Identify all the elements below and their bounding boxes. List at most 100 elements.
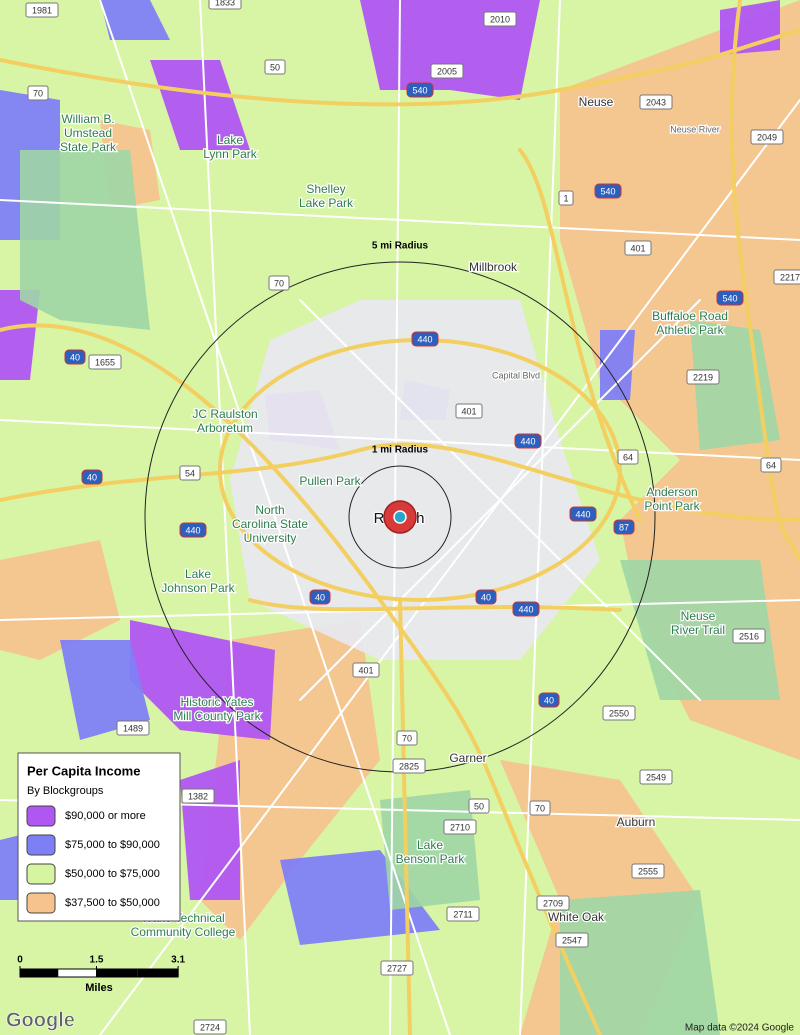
road-shield (27, 85, 49, 101)
road-shield-label: 2825 (399, 761, 419, 771)
legend: Per Capita Income By Blockgroups $90,000… (17, 752, 181, 922)
road-shield (380, 960, 414, 976)
place-label: State Park (60, 140, 117, 154)
road-shield (538, 692, 560, 708)
road-shield (631, 863, 665, 879)
legend-swatch (26, 892, 56, 914)
road-shield (181, 788, 215, 804)
radius-label: 5 mi Radius (372, 241, 429, 252)
road-shield (732, 628, 766, 644)
road-shield-label: 1655 (95, 357, 115, 367)
road-shield-label: 2724 (200, 1022, 220, 1032)
income-area (150, 60, 250, 150)
road-shield-label: 40 (87, 472, 97, 482)
road-shield-label: 440 (575, 509, 590, 519)
scale-segment (137, 969, 179, 977)
parks (20, 150, 780, 1035)
attribution: Map data ©2024 Google (685, 1023, 795, 1034)
scale-tick-label: 3.1 (171, 955, 185, 966)
place-label: White Oak (548, 910, 605, 924)
road-shield (309, 589, 331, 605)
road-shield (569, 506, 597, 522)
road-shield-label: 50 (474, 801, 484, 811)
road-shield-label: 50 (270, 62, 280, 72)
place-label: Capital Blvd (492, 370, 540, 380)
road-shield (81, 469, 103, 485)
income-area (0, 540, 120, 660)
income-area (130, 620, 275, 740)
road-shield-label: 40 (481, 592, 491, 602)
road-shield-label: 2547 (562, 935, 582, 945)
road-shield (750, 129, 784, 145)
income-area (60, 640, 150, 740)
income-area (280, 850, 440, 945)
place-label: Lake (417, 838, 443, 852)
road-shield-label: 2710 (450, 822, 470, 832)
road-shield (558, 190, 574, 206)
place-label: Neuse (579, 95, 614, 109)
road-shield (411, 331, 439, 347)
road-shield (208, 0, 242, 10)
road-shield (475, 589, 497, 605)
legend-swatch (26, 805, 56, 827)
radius-label: 1 mi Radius (372, 445, 429, 456)
legend-label: $50,000 to $75,000 (65, 868, 160, 880)
road-shield (639, 769, 673, 785)
road-shield-label: 1382 (188, 791, 208, 801)
place-label: Johnson Park (161, 581, 235, 595)
legend-label: $90,000 or more (65, 810, 146, 822)
road-shield (512, 601, 540, 617)
road-shield-label: 2711 (453, 909, 472, 919)
legend-label: $75,000 to $90,000 (65, 839, 160, 851)
place-label: Lynn Park (203, 147, 258, 161)
road-shield-label: 440 (417, 334, 432, 344)
income-area (0, 290, 40, 380)
place-label: University (244, 531, 297, 545)
road-shield-label: 401 (630, 243, 645, 253)
road-shield (446, 906, 480, 922)
road-shield (268, 275, 290, 291)
place-label: Benson Park (396, 852, 466, 866)
road-shield-label: 64 (623, 452, 633, 462)
road-shield (396, 730, 418, 746)
road-shield (88, 354, 122, 370)
road-shield-label: 64 (766, 460, 776, 470)
road-shield (352, 662, 380, 678)
road-shield-label: 70 (535, 803, 545, 813)
road-shield-label: 70 (402, 733, 412, 743)
road-shield-label: 2550 (609, 708, 629, 718)
place-label: Umstead (64, 126, 112, 140)
place-label: Athletic Park (656, 323, 724, 337)
road-shield (639, 94, 673, 110)
place-label: River Trail (671, 623, 725, 637)
road-shield (483, 11, 517, 27)
legend-subtitle: By Blockgroups (27, 785, 104, 797)
road-shield (455, 403, 483, 419)
road-shield (617, 449, 639, 465)
place-label: Carolina State (232, 517, 308, 531)
place-label: Neuse (681, 609, 716, 623)
road-shield-label: 540 (600, 186, 615, 196)
road-shield-label: 2217 (780, 272, 800, 282)
road-shield-label: 70 (274, 278, 284, 288)
road-shield (193, 1019, 227, 1035)
road-shield-label: 440 (185, 525, 200, 535)
road-shield (716, 290, 744, 306)
place-label: Auburn (617, 815, 656, 829)
place-label: Lake (217, 133, 243, 147)
income-area (180, 760, 240, 900)
place-label: Millbrook (469, 260, 518, 274)
road-shield-label: 540 (412, 85, 427, 95)
place-label: Arboretum (197, 421, 253, 435)
road-shield (392, 758, 426, 774)
road-shield-label: 2005 (437, 66, 457, 76)
scale-tick-label: 1.5 (90, 955, 104, 966)
road-shield (594, 183, 622, 199)
income-area (100, 0, 170, 40)
road-shields: 1981 1833 50 70 540 2005 2010 2043 2049 540 1 401 70… (25, 0, 800, 1035)
road-shield-label: 2727 (387, 963, 407, 973)
place-label: JC Raulston (192, 407, 257, 421)
road-shield-label: 401 (461, 406, 476, 416)
